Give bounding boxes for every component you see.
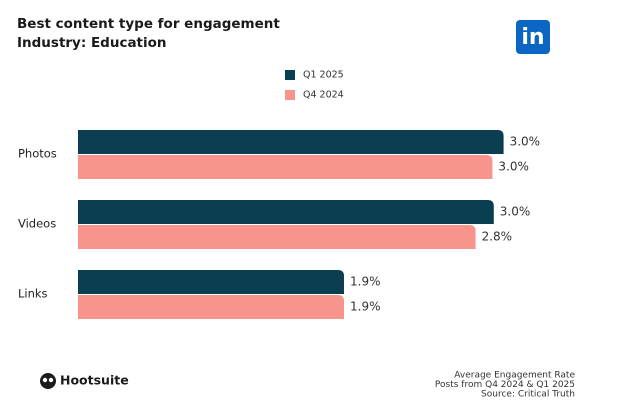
category-label: Links xyxy=(18,287,48,301)
legend-swatch xyxy=(285,70,295,80)
footnote: Source: Critical Truth xyxy=(481,390,575,400)
linkedin-logo-text: in xyxy=(521,25,544,50)
value-label: 3.0% xyxy=(498,160,529,174)
legend-swatch xyxy=(285,90,295,100)
owl-eye xyxy=(42,377,48,383)
category-label: Photos xyxy=(18,147,57,161)
hootsuite-logo: Hootsuite xyxy=(40,373,129,389)
linkedin-logo-bg xyxy=(516,20,550,54)
chart-title: Best content type for engagement xyxy=(17,16,280,32)
value-label: 1.9% xyxy=(350,275,381,289)
value-label: 2.8% xyxy=(482,230,512,244)
chart-subtitle: Industry: Education xyxy=(17,35,167,51)
bar xyxy=(78,225,476,249)
owl-eye xyxy=(48,377,54,383)
linkedin-logo: in xyxy=(516,20,550,54)
legend-label: Q4 2024 xyxy=(303,90,344,101)
owl-icon xyxy=(40,373,56,389)
bar xyxy=(78,270,344,294)
category-label: Videos xyxy=(18,217,56,231)
footnote: Posts from Q4 2024 & Q1 2025 xyxy=(435,380,575,390)
legend-label: Q1 2025 xyxy=(303,70,344,81)
value-label: 1.9% xyxy=(350,300,381,314)
bar xyxy=(78,155,493,179)
footnote: Average Engagement Rate xyxy=(454,371,575,381)
value-label: 3.0% xyxy=(510,135,540,149)
value-label: 3.0% xyxy=(500,205,531,219)
hootsuite-wordmark: Hootsuite xyxy=(60,373,129,388)
bar xyxy=(78,295,344,319)
bar xyxy=(78,130,504,154)
bar xyxy=(78,200,494,224)
